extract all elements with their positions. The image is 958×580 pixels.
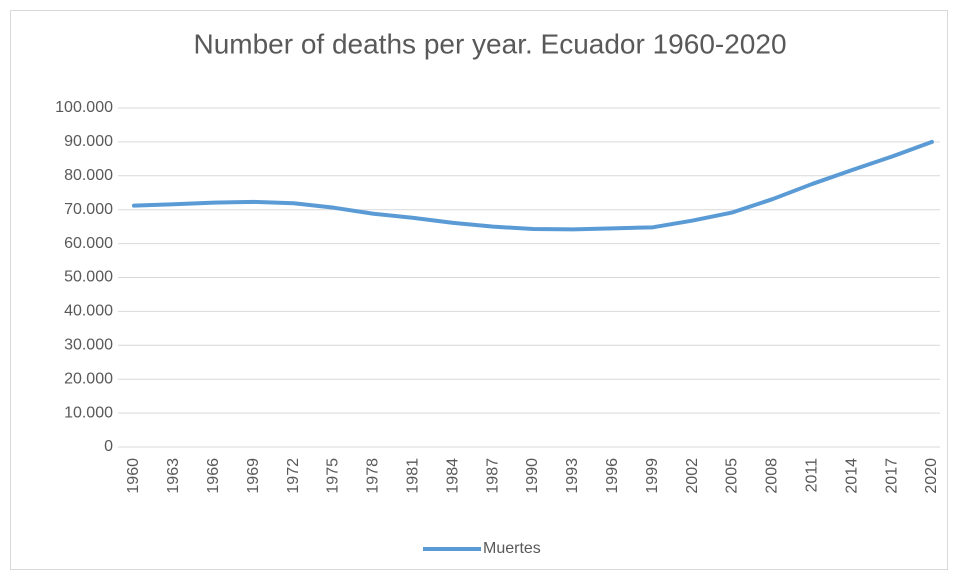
x-tick-label: 2020 [923, 458, 940, 494]
x-tick-label: 1978 [365, 458, 382, 494]
y-tick-label: 50.000 [64, 269, 113, 286]
x-tick-label: 1981 [405, 458, 422, 494]
x-tick-label: 2011 [804, 458, 821, 493]
x-tick-label: 2002 [684, 458, 701, 494]
x-tick-label: 2017 [883, 458, 900, 494]
x-tick-label: 2014 [843, 458, 860, 494]
x-tick-label: 1963 [165, 458, 182, 494]
x-tick-label: 2008 [764, 458, 781, 494]
y-tick-label: 70.000 [64, 201, 113, 218]
y-tick-label: 60.000 [64, 235, 113, 252]
x-tick-label: 1993 [564, 458, 581, 494]
legend-label: Muertes [483, 540, 541, 557]
x-tick-label: 1975 [325, 458, 342, 494]
x-tick-label: 1999 [644, 458, 661, 494]
chart-frame [10, 10, 948, 570]
y-tick-label: 40.000 [64, 303, 113, 320]
x-tick-label: 1966 [205, 458, 222, 494]
chart-title: Number of deaths per year. Ecuador 1960-… [193, 28, 786, 59]
x-tick-label: 1987 [484, 458, 501, 494]
y-tick-label: 20.000 [64, 370, 113, 387]
x-tick-label: 1996 [604, 458, 621, 494]
y-tick-label: 100.000 [55, 99, 113, 116]
x-tick-label: 1960 [125, 458, 142, 494]
x-tick-label: 2005 [724, 458, 741, 494]
y-tick-label: 10.000 [64, 404, 113, 421]
data-line [132, 139, 934, 232]
y-tick-label: 90.000 [64, 133, 113, 150]
y-tick-label: 80.000 [64, 167, 113, 184]
x-tick-label: 1969 [245, 458, 262, 494]
y-tick-label: 0 [104, 438, 113, 455]
y-tick-label: 30.000 [64, 337, 113, 354]
x-tick-label: 1984 [444, 458, 461, 494]
x-tick-label: 1972 [285, 458, 302, 494]
x-tick-label: 1990 [524, 458, 541, 494]
